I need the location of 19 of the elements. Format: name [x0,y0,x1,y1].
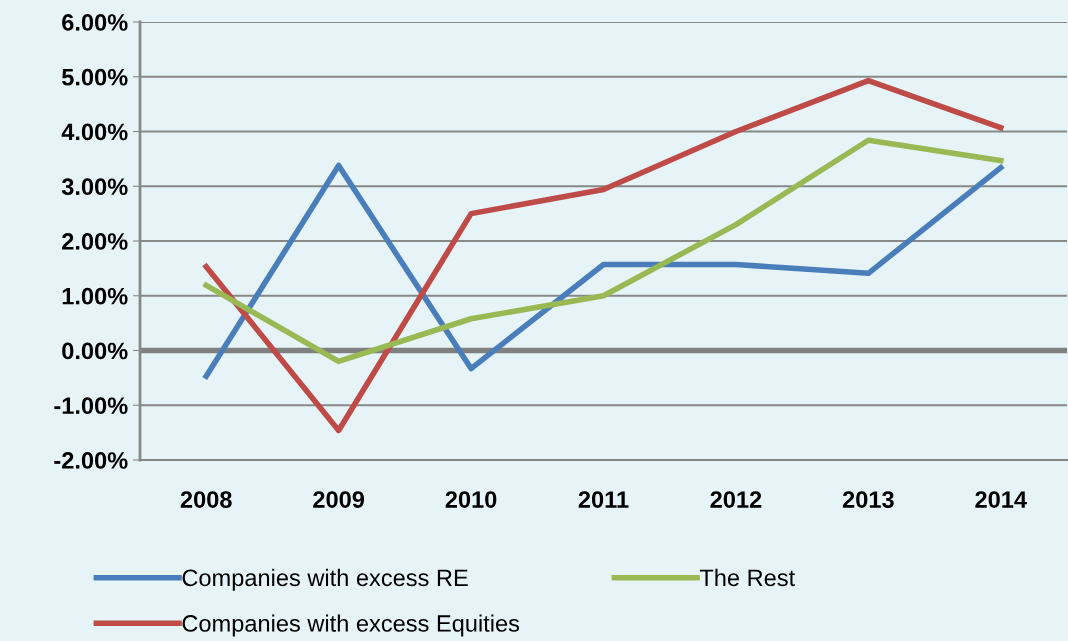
x-tick-label: 2012 [710,491,762,508]
legend-label: The Rest [699,568,795,587]
x-tick-label: 2013 [842,491,894,508]
y-tick-label: 6.00% [62,14,128,31]
x-tick-label: 2009 [313,491,365,508]
y-tick-label: -1.00% [54,397,128,415]
y-tick-label: -2.00% [54,452,128,469]
legend-label: Companies with excess RE [182,568,468,591]
legend-label: Companies with excess Equities [182,614,520,637]
x-tick-label: 2008 [180,491,232,508]
y-tick-label: 1.00% [62,287,128,305]
y-tick-label: 5.00% [61,68,128,86]
x-tick-label: 2014 [975,491,1027,508]
y-tick-label: 3.00% [61,178,128,196]
y-tick-label: 4.00% [61,123,128,141]
y-tick-label: 0.00% [62,342,128,360]
y-tick-label: 2.00% [62,233,128,250]
x-tick-label: 2011 [578,491,629,508]
x-tick-label: 2010 [445,491,497,508]
